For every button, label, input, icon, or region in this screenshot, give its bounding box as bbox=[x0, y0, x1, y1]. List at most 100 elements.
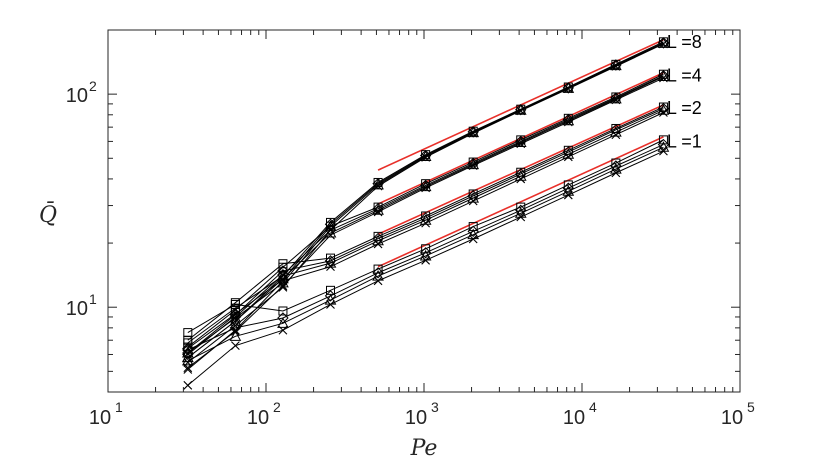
curve-label: L =2 bbox=[667, 98, 702, 118]
triangle-marker bbox=[657, 37, 670, 48]
series-line bbox=[187, 75, 664, 355]
diamond-marker bbox=[324, 255, 337, 267]
y-axis-label: Q̄ bbox=[39, 201, 57, 228]
x-marker bbox=[326, 225, 335, 235]
x-axis-label: Pe bbox=[410, 436, 438, 461]
x-marker bbox=[183, 365, 193, 374]
x-tick-label-base: 10 bbox=[563, 407, 585, 429]
diamond-marker bbox=[182, 348, 194, 361]
series-line bbox=[187, 73, 664, 348]
triangle-marker bbox=[467, 192, 480, 203]
square-marker bbox=[183, 338, 193, 348]
diamond-marker bbox=[372, 267, 384, 279]
diamond-marker bbox=[324, 218, 337, 230]
diamond-marker bbox=[657, 138, 670, 151]
series-line bbox=[187, 144, 664, 351]
x-marker bbox=[516, 139, 526, 149]
square-marker bbox=[516, 202, 526, 212]
x-tick-label-base: 10 bbox=[721, 407, 743, 429]
x-marker bbox=[230, 321, 240, 330]
x-marker bbox=[326, 300, 335, 309]
diamond-marker bbox=[277, 273, 289, 286]
series-line bbox=[187, 41, 664, 344]
x-tick-label-exponent: 1 bbox=[115, 399, 123, 415]
x-marker bbox=[659, 108, 668, 117]
x-marker bbox=[278, 282, 288, 292]
diamond-marker bbox=[419, 247, 432, 259]
x-marker bbox=[563, 117, 573, 127]
diamond-marker bbox=[467, 225, 479, 238]
curve-label: L =4 bbox=[667, 66, 702, 86]
triangle-marker bbox=[419, 214, 432, 225]
x-marker bbox=[611, 168, 621, 178]
x-marker bbox=[373, 239, 383, 249]
triangle-marker bbox=[229, 311, 242, 323]
diamond-marker bbox=[562, 182, 575, 194]
data-series bbox=[181, 37, 670, 390]
square-marker bbox=[326, 253, 336, 263]
triangle-marker bbox=[181, 346, 194, 358]
x-marker bbox=[611, 61, 621, 71]
series-line bbox=[187, 76, 664, 359]
triangle-marker bbox=[229, 330, 242, 341]
x-marker bbox=[373, 181, 383, 191]
x-marker bbox=[468, 234, 478, 244]
x-tick-label-exponent: 3 bbox=[431, 399, 439, 415]
square-marker bbox=[611, 158, 621, 168]
x-marker bbox=[421, 152, 431, 162]
x-marker bbox=[516, 174, 526, 184]
x-marker bbox=[516, 106, 526, 116]
x-marker bbox=[373, 207, 383, 217]
diamond-marker bbox=[372, 202, 384, 215]
x-marker bbox=[659, 146, 668, 156]
square-marker bbox=[563, 180, 573, 190]
diamond-marker bbox=[657, 102, 670, 115]
x-marker bbox=[278, 325, 288, 335]
x-marker bbox=[468, 128, 478, 138]
x-tick-label-exponent: 4 bbox=[589, 399, 597, 415]
x-marker bbox=[468, 161, 478, 170]
y-tick-label-base: 10 bbox=[66, 298, 88, 320]
x-marker bbox=[563, 190, 573, 200]
x-marker bbox=[516, 212, 526, 222]
x-marker bbox=[611, 130, 621, 140]
square-marker bbox=[278, 262, 288, 272]
x-marker bbox=[563, 152, 573, 162]
x-marker bbox=[326, 262, 335, 272]
square-marker bbox=[278, 306, 288, 316]
diamond-marker bbox=[229, 308, 242, 320]
y-tick-label-exponent: 1 bbox=[89, 291, 97, 307]
x-marker bbox=[468, 196, 478, 206]
curve-label: L =1 bbox=[667, 131, 702, 151]
tick-labels: 10 1 10 2 10 3 10 4 10 510 110 2 bbox=[66, 78, 755, 429]
axis-ticks bbox=[107, 29, 741, 393]
curve-label: L =8 bbox=[667, 32, 702, 52]
x-marker bbox=[373, 276, 383, 286]
diamond-marker bbox=[324, 290, 337, 302]
diamond-marker bbox=[182, 342, 194, 355]
x-marker bbox=[563, 84, 573, 94]
x-marker bbox=[421, 218, 431, 228]
x-tick-label-base: 10 bbox=[405, 407, 427, 429]
x-tick-label-base: 10 bbox=[89, 407, 111, 429]
triangle-marker bbox=[372, 234, 384, 246]
series-line bbox=[187, 139, 664, 334]
x-marker bbox=[421, 183, 431, 193]
series-line bbox=[187, 108, 664, 354]
triangle-marker bbox=[277, 317, 289, 328]
x-marker bbox=[421, 255, 431, 265]
x-marker bbox=[611, 95, 621, 105]
x-marker bbox=[183, 358, 193, 367]
x-tick-label-exponent: 2 bbox=[273, 399, 281, 415]
x-marker bbox=[659, 73, 668, 83]
square-marker bbox=[230, 298, 240, 308]
square-marker bbox=[658, 135, 668, 145]
x-tick-label-exponent: 5 bbox=[747, 399, 755, 415]
square-marker bbox=[278, 271, 288, 281]
x-marker bbox=[183, 380, 193, 390]
x-marker bbox=[659, 39, 668, 49]
x-tick-label-base: 10 bbox=[247, 407, 269, 429]
series-line bbox=[187, 146, 664, 362]
curve-labels: L =8 L =4 L =2 L =1 bbox=[667, 32, 702, 152]
